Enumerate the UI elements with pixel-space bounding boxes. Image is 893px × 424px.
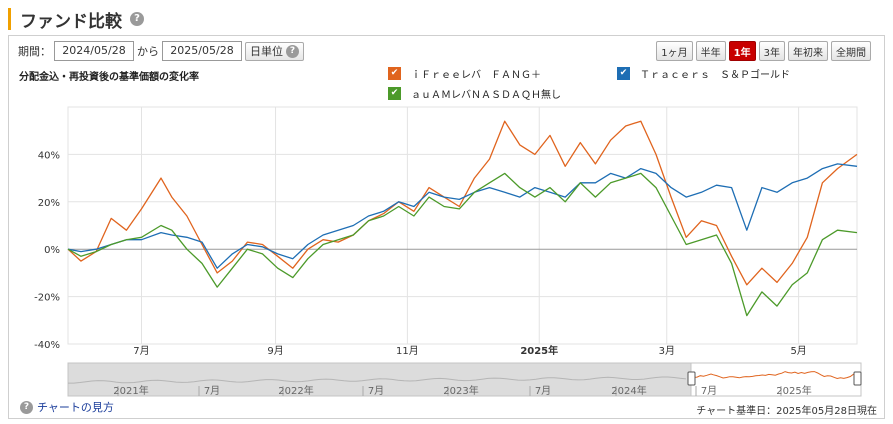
legend-label: ｉＦｒｅｅレバ ＦＡＮＧ＋ <box>411 70 541 81</box>
x-tick-label: 7月 <box>133 345 149 357</box>
navigator-tick-label: 2025年 <box>776 384 811 397</box>
chart-base-date: チャート基準日：2025年05月28日現在 <box>696 406 877 417</box>
navigator-tick-label: 7月 <box>701 385 717 397</box>
navigator-tick-label: 2024年 <box>611 384 646 397</box>
legend-item-auam[interactable]: ✔ ａｕＡＭレバＮＡＳＤＡＱＨ無し <box>388 86 561 101</box>
period-label: 期間： <box>18 45 51 58</box>
chart-help-label: チャートの見方 <box>37 401 114 414</box>
date-from-field[interactable]: 2024/05/28 <box>54 41 134 61</box>
page-title: ファンド比較 <box>20 11 122 32</box>
help-icon[interactable]: ? <box>286 44 299 58</box>
unit-label: 日単位 <box>250 45 283 58</box>
navigator-tick-label: 2022年 <box>278 384 313 397</box>
date-to-field[interactable]: 2025/05/28 <box>162 41 242 61</box>
legend-label: Ｔｒａｃｅｒｓ Ｓ＆Ｐゴールド <box>640 70 790 81</box>
x-tick-label: 5月 <box>790 345 806 357</box>
help-icon[interactable]: ? <box>130 12 144 26</box>
navigator-handle-left[interactable] <box>687 371 696 386</box>
period-controls: 期間： 2024/05/28 から 2025/05/28 日単位 ? <box>18 41 304 61</box>
period-buttons: 1ヶ月 半年 1年 3年 年初来 全期間 <box>653 41 871 61</box>
period-all-button[interactable]: 全期間 <box>831 41 871 61</box>
y-tick-label: 40% <box>38 150 60 161</box>
series-line-0 <box>67 120 858 286</box>
x-tick-label: 11月 <box>396 345 419 357</box>
navigator-tick-label: 7月 <box>368 385 384 397</box>
series-line-2 <box>67 172 858 317</box>
navigator-tick-label: 7月 <box>204 385 220 397</box>
page-header: ファンド比較 ? <box>8 8 144 32</box>
legend-item-ifree[interactable]: ✔ ｉＦｒｅｅレバ ＦＡＮＧ＋ <box>388 66 541 81</box>
navigator-tick-label: 2021年 <box>113 384 148 397</box>
x-tick-label: 2025年 <box>520 344 558 357</box>
navigator-handle-right[interactable] <box>853 371 862 386</box>
unit-select-button[interactable]: 日単位 ? <box>245 41 304 61</box>
plot-area <box>67 106 858 345</box>
period-1year-button[interactable]: 1年 <box>728 41 756 61</box>
period-1month-button[interactable]: 1ヶ月 <box>656 41 693 61</box>
checkbox-checked-icon[interactable]: ✔ <box>617 67 630 80</box>
period-half-year-button[interactable]: 半年 <box>695 41 726 61</box>
date-separator: から <box>137 45 159 58</box>
legend-item-tracers[interactable]: ✔ Ｔｒａｃｅｒｓ Ｓ＆Ｐゴールド <box>617 66 790 81</box>
navigator-tick-label: 2023年 <box>443 384 478 397</box>
legend-label: ａｕＡＭレバＮＡＳＤＡＱＨ無し <box>411 90 561 101</box>
y-tick-label: -40% <box>34 340 60 351</box>
y-tick-label: 20% <box>38 198 60 209</box>
period-ytd-button[interactable]: 年初来 <box>788 41 828 61</box>
y-tick-label: -20% <box>34 293 60 304</box>
period-3year-button[interactable]: 3年 <box>758 41 785 61</box>
chart-title: 分配金込・再投資後の基準価額の変化率 <box>19 72 199 83</box>
chart-help-link[interactable]: ? チャートの見方 <box>20 399 114 415</box>
x-tick-label: 3月 <box>659 345 675 357</box>
y-tick-label: 0% <box>44 245 60 256</box>
checkbox-checked-icon[interactable]: ✔ <box>388 87 401 100</box>
checkbox-checked-icon[interactable]: ✔ <box>388 67 401 80</box>
navigator-window-line <box>690 371 862 380</box>
series-line-1 <box>67 163 858 269</box>
navigator-history-line <box>68 376 687 384</box>
help-icon: ? <box>20 400 33 414</box>
x-tick-label: 9月 <box>267 345 283 357</box>
navigator-tick-label: 7月 <box>535 385 551 397</box>
